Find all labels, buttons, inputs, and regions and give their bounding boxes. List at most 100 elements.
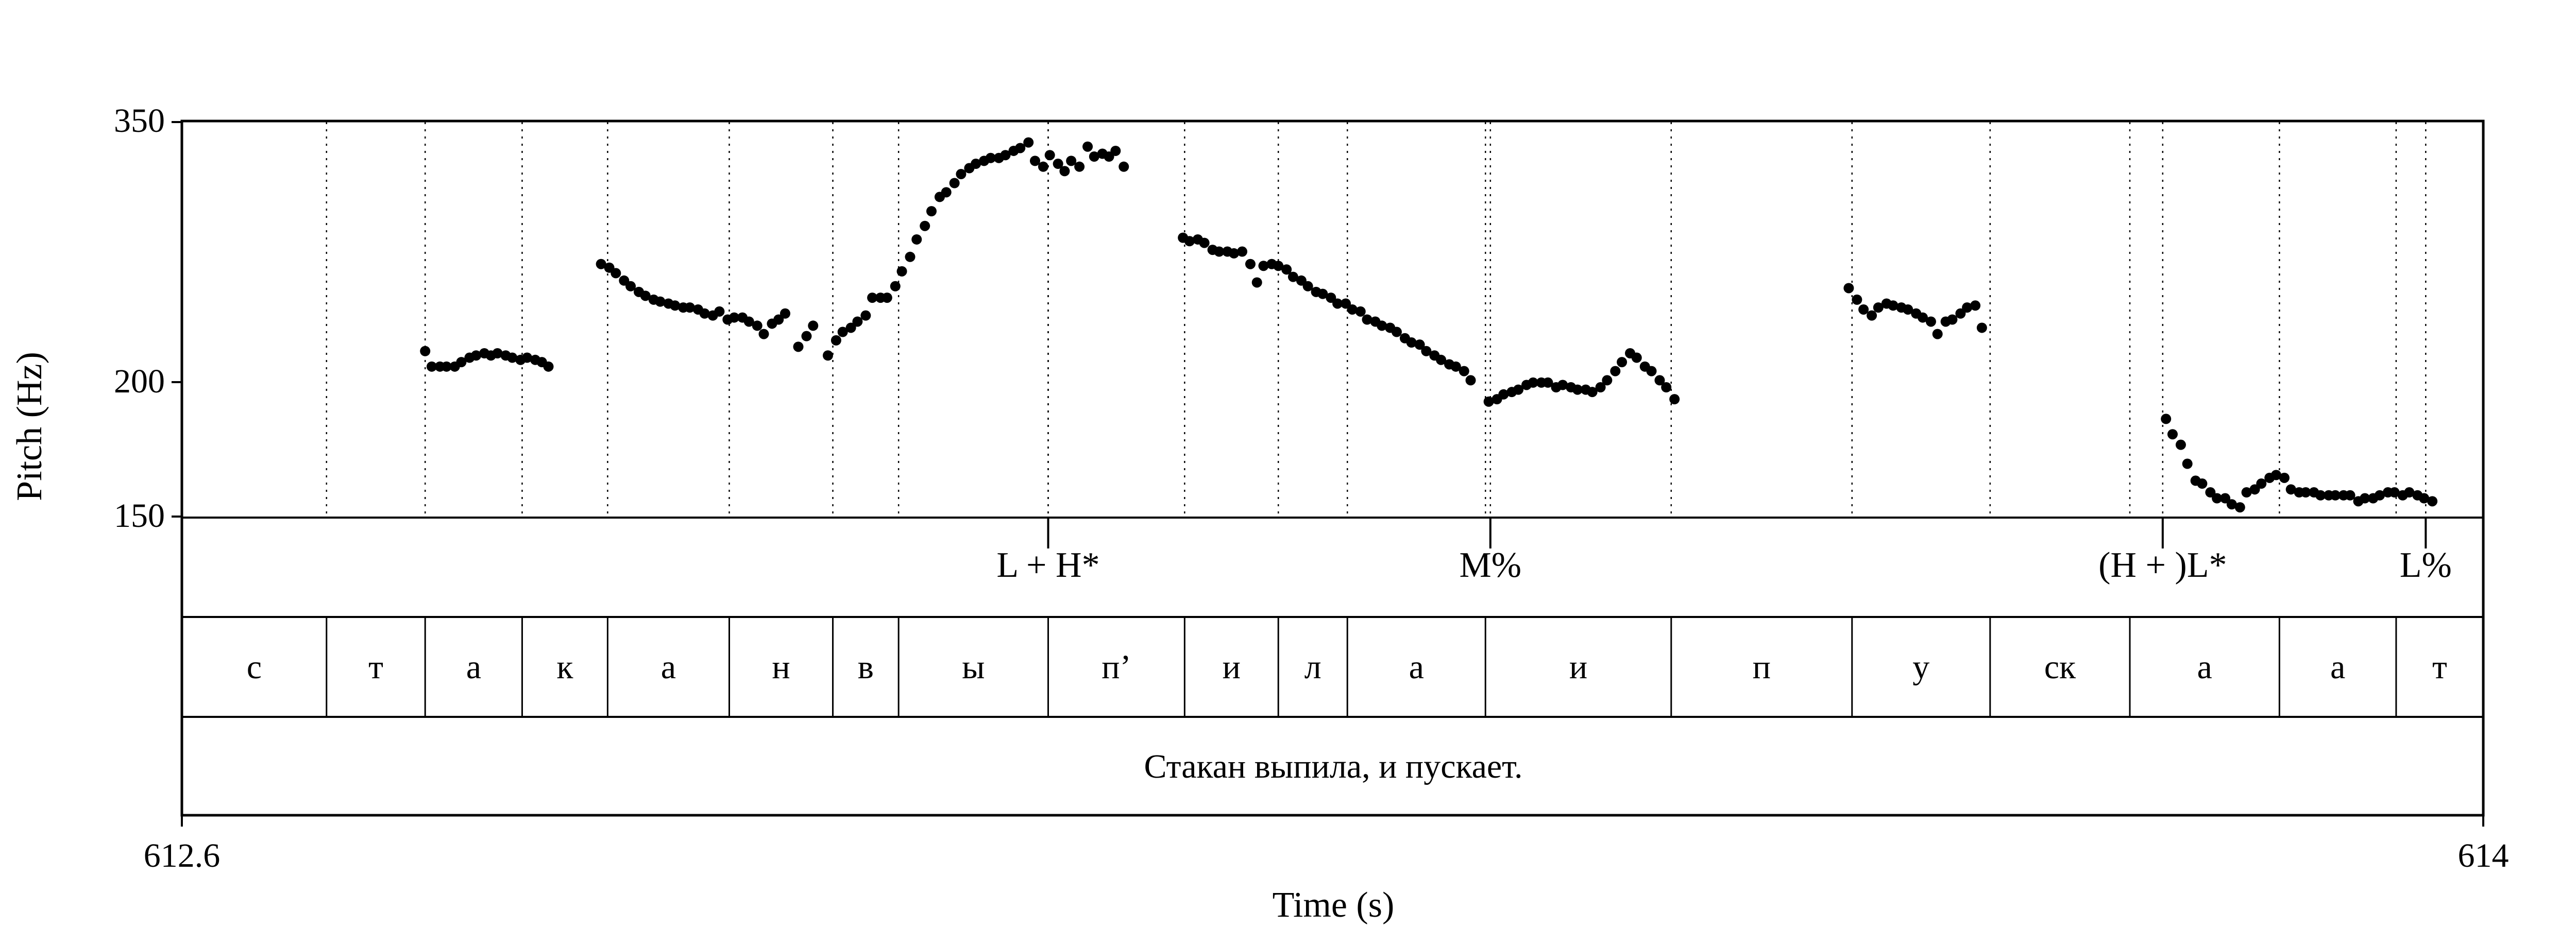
pitch-point-138 bbox=[1557, 380, 1568, 390]
pitch-point-143 bbox=[1595, 382, 1606, 393]
pitch-point-89 bbox=[1184, 236, 1195, 247]
phone-label-3: к bbox=[556, 648, 573, 686]
phone-label-10: л bbox=[1304, 648, 1321, 686]
phone-label-16: а bbox=[2197, 648, 2212, 686]
pitch-point-39 bbox=[752, 320, 762, 331]
pitch-point-43 bbox=[779, 308, 790, 319]
pitch-point-65 bbox=[956, 169, 967, 180]
pitch-point-48 bbox=[831, 335, 841, 346]
phone-label-14: у bbox=[1912, 648, 1929, 686]
pitch-point-49 bbox=[837, 327, 848, 337]
tone-label-3: L% bbox=[2400, 545, 2452, 585]
pitch-point-18 bbox=[596, 259, 606, 269]
phone-boundary-gridlines bbox=[326, 122, 2397, 517]
pitch-point-77 bbox=[1044, 150, 1055, 161]
pitch-point-120 bbox=[1414, 339, 1425, 350]
pitch-point-173 bbox=[2161, 414, 2172, 424]
pitch-point-93 bbox=[1214, 246, 1225, 257]
pitch-point-186 bbox=[2256, 478, 2267, 489]
pitch-point-30 bbox=[684, 302, 695, 313]
pitch-point-155 bbox=[1852, 294, 1862, 305]
y-axis-label: Pitch (Hz) bbox=[10, 352, 49, 501]
pitch-point-60 bbox=[920, 220, 930, 231]
pitch-point-96 bbox=[1237, 246, 1248, 257]
pitch-point-97 bbox=[1245, 259, 1256, 269]
y-tick-label-200: 200 bbox=[114, 363, 165, 400]
pitch-point-188 bbox=[2270, 470, 2281, 480]
pitch-point-130 bbox=[1498, 389, 1509, 400]
pitch-point-208 bbox=[2419, 493, 2430, 504]
pitch-point-56 bbox=[890, 281, 901, 291]
pitch-point-136 bbox=[1543, 377, 1553, 388]
pitch-point-144 bbox=[1602, 375, 1613, 386]
phone-label-0: с bbox=[247, 648, 262, 686]
pitch-point-206 bbox=[2404, 487, 2415, 498]
tone-tier-ticks bbox=[1047, 122, 2427, 548]
tone-label-2: (H + )L* bbox=[2098, 545, 2227, 585]
pitch-point-109 bbox=[1332, 298, 1343, 309]
pitch-point-34 bbox=[714, 306, 725, 317]
pitch-point-166 bbox=[1932, 329, 1943, 339]
phone-tier-boundaries bbox=[326, 617, 2397, 717]
pitch-point-67 bbox=[971, 159, 981, 169]
pitch-point-204 bbox=[2389, 487, 2400, 498]
pitch-point-55 bbox=[882, 293, 892, 303]
pitch-point-107 bbox=[1317, 288, 1328, 299]
phone-label-15: ск bbox=[2044, 648, 2076, 686]
pitch-point-81 bbox=[1074, 161, 1085, 172]
pitch-point-103 bbox=[1287, 271, 1298, 282]
pitch-point-179 bbox=[2205, 487, 2216, 498]
pitch-point-75 bbox=[1029, 156, 1040, 166]
pitch-point-42 bbox=[773, 314, 784, 325]
pitch-point-73 bbox=[1015, 143, 1026, 153]
tone-label-1: M% bbox=[1460, 545, 1522, 585]
pitch-point-5 bbox=[456, 357, 467, 368]
pitch-point-165 bbox=[1925, 316, 1936, 327]
pitch-point-148 bbox=[1631, 352, 1642, 363]
phone-label-9: и bbox=[1223, 648, 1241, 686]
pitch-point-111 bbox=[1347, 304, 1358, 315]
pitch-point-79 bbox=[1059, 166, 1070, 177]
pitch-point-126 bbox=[1459, 366, 1469, 376]
plot-frame bbox=[180, 119, 2485, 817]
pitch-point-87 bbox=[1118, 161, 1129, 172]
pitch-point-117 bbox=[1391, 327, 1402, 337]
pitch-point-22 bbox=[625, 281, 636, 291]
pitch-point-10 bbox=[492, 348, 503, 358]
pitch-point-64 bbox=[949, 178, 960, 188]
phone-label-13: п bbox=[1753, 648, 1771, 686]
phone-label-18: т bbox=[2432, 648, 2447, 686]
pitch-point-157 bbox=[1867, 310, 1877, 321]
pitch-point-192 bbox=[2300, 487, 2311, 498]
pitch-point-74 bbox=[1023, 137, 1034, 148]
pitch-point-24 bbox=[640, 290, 651, 301]
pitch-point-156 bbox=[1858, 304, 1869, 315]
pitch-point-160 bbox=[1888, 300, 1899, 311]
x-tick-label-end: 614 bbox=[2458, 837, 2509, 874]
pitch-point-44 bbox=[793, 341, 804, 352]
pitch-point-57 bbox=[896, 266, 907, 277]
pitch-point-158 bbox=[1873, 302, 1884, 313]
pitch-point-119 bbox=[1406, 337, 1417, 348]
pitch-point-128 bbox=[1483, 396, 1494, 407]
pitch-point-162 bbox=[1903, 304, 1913, 315]
pitch-point-169 bbox=[1955, 308, 1966, 319]
pitch-point-112 bbox=[1355, 306, 1366, 317]
pitch-point-113 bbox=[1362, 314, 1372, 325]
pitch-point-101 bbox=[1273, 261, 1284, 271]
pitch-point-71 bbox=[1000, 150, 1011, 161]
pitch-point-121 bbox=[1421, 346, 1432, 356]
pitch-point-58 bbox=[905, 251, 916, 262]
y-tick-label-150: 150 bbox=[114, 497, 165, 535]
pitch-point-168 bbox=[1947, 314, 1958, 325]
pitch-point-91 bbox=[1199, 237, 1210, 248]
pitch-point-190 bbox=[2285, 484, 2296, 495]
tone-tier-labels: L + H* M% (H + )L* L% bbox=[996, 545, 2451, 585]
pitch-point-26 bbox=[655, 296, 666, 307]
pitch-point-50 bbox=[845, 322, 856, 333]
pitch-point-164 bbox=[1917, 312, 1928, 323]
pitch-point-51 bbox=[852, 316, 863, 327]
pitch-point-132 bbox=[1513, 384, 1524, 395]
pitch-point-7 bbox=[471, 350, 482, 361]
